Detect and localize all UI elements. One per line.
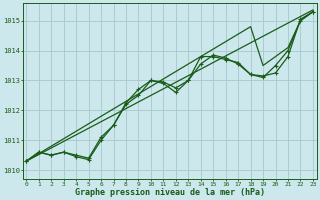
X-axis label: Graphe pression niveau de la mer (hPa): Graphe pression niveau de la mer (hPa) [75,188,265,197]
